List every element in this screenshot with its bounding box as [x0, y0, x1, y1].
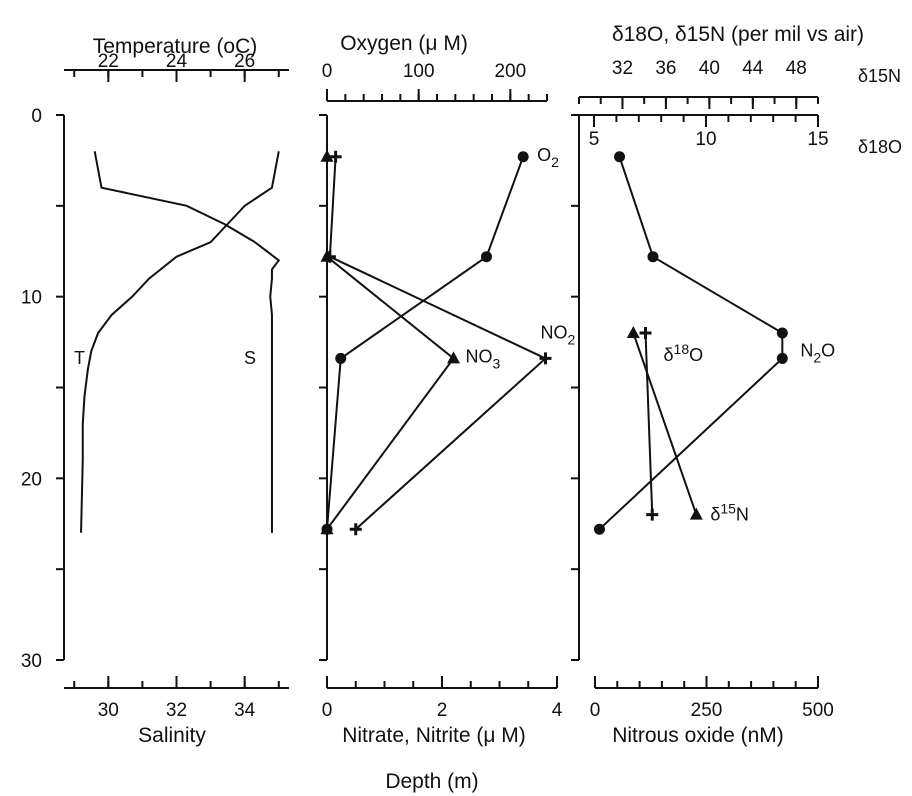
- nitrate-point-2: [447, 351, 460, 364]
- tick-label: 4: [552, 700, 563, 721]
- tick-label: 0: [322, 700, 333, 721]
- d15n-axis: 32 36 40 44 48: [578, 58, 819, 109]
- nitrate-series-label: NO3: [466, 346, 501, 371]
- panel-physical: Temperature (oC) Salinity 0 10 20 30 22 24 26 3…: [21, 35, 289, 747]
- tick-label: 32: [612, 58, 633, 79]
- tick-label: 40: [699, 58, 720, 79]
- tick-label: 44: [742, 58, 764, 79]
- temperature-series-label: T: [74, 348, 85, 368]
- tick-label: 500: [802, 700, 834, 721]
- nitrite-point-3: [349, 523, 362, 536]
- oxygen-line: [326, 156, 525, 530]
- d15n-series-point-1: [689, 507, 703, 520]
- d15n-axis-name: δ15N: [858, 66, 901, 86]
- nitrous-oxide-point-4: [593, 523, 605, 535]
- nitrous-oxide-point-0: [614, 151, 626, 163]
- nitrite-line: [328, 156, 548, 530]
- depth-tick-labels: 0 10 20 30: [21, 106, 42, 672]
- nitrate-nitrite-axis: 0 2 4: [322, 676, 563, 721]
- panel-nitrous-oxide: δ18O, δ15N (per mil vs air) Nitrous oxid…: [571, 23, 902, 747]
- oxygen-point-0: [517, 151, 529, 163]
- d18o-series-line: [644, 332, 654, 515]
- tick-label: 5: [589, 129, 600, 150]
- tick-label: 34: [234, 700, 256, 721]
- nitrite-series-label: NO2: [541, 322, 576, 347]
- nitrate-point-3: [320, 522, 334, 535]
- tick-label: 32: [166, 700, 187, 721]
- nitrous-oxide-point-2: [776, 327, 788, 339]
- oxygen-point-2: [335, 352, 347, 364]
- panel-physical-depth-axis: [56, 114, 65, 661]
- tick-label: 26: [234, 51, 255, 72]
- salinity-line: [93, 151, 281, 533]
- nitrate-nitrite-axis-title: Nitrate, Nitrite (μ M): [342, 724, 526, 747]
- temperature-line: [80, 151, 280, 533]
- panel-chemistry-depth-axis: [319, 114, 328, 661]
- temperature-axis: 22 24 26: [64, 51, 289, 82]
- depth-tick-label: 0: [31, 106, 42, 127]
- nitrite-point-0: [329, 150, 342, 163]
- tick-label: 15: [807, 129, 828, 150]
- tick-label: 22: [98, 51, 119, 72]
- tick-label: 2: [437, 700, 448, 721]
- isotope-axis-title: δ18O, δ15N (per mil vs air): [612, 23, 864, 46]
- tick-label: 250: [691, 700, 723, 721]
- tick-label: 36: [655, 58, 676, 79]
- d15n-series-label: δ15N: [710, 501, 749, 525]
- salinity-axis: 30 32 34: [64, 676, 289, 721]
- temperature-axis-title: Temperature (oC): [93, 35, 258, 58]
- tick-label: 0: [322, 61, 333, 82]
- d18o-axis: 5 10 15: [576, 114, 829, 150]
- nitrous-oxide-line: [598, 156, 784, 530]
- d18o-axis-name: δ18O: [858, 137, 902, 157]
- tick-label: 48: [786, 58, 807, 79]
- oxygen-axis-title: Oxygen (μ M): [340, 32, 468, 55]
- tick-label: 100: [403, 61, 435, 82]
- oxygen-axis: 0 100 200: [322, 61, 548, 102]
- nitrate-point-0: [320, 149, 334, 162]
- nitrous-oxide-point-1: [647, 251, 659, 263]
- panel-chemistry: Oxygen (μ M) Nitrate, Nitrite (μ M) 0 100…: [319, 32, 576, 747]
- d15n-series-line: [632, 332, 698, 515]
- nitrite-point-2: [539, 352, 552, 365]
- tick-label: 200: [494, 61, 526, 82]
- d18o-series-point-1: [646, 508, 659, 521]
- d18o-series-label: δ18O: [664, 341, 704, 365]
- d15n-series-point-0: [626, 326, 640, 338]
- oxygen-point-1: [481, 251, 492, 263]
- depth-axis-title: Depth (m): [385, 770, 478, 793]
- depth-tick-label: 10: [21, 288, 42, 309]
- nitrous-oxide-series-label: N2O: [800, 340, 835, 365]
- salinity-series-label: S: [244, 348, 256, 368]
- depth-tick-label: 30: [21, 651, 42, 672]
- panel-nitrous-oxide-depth-axis: [571, 114, 580, 661]
- nitrate-line: [326, 156, 455, 530]
- nitrous-oxide-axis-title: Nitrous oxide (nM): [612, 724, 784, 747]
- tick-label: 30: [98, 700, 119, 721]
- tick-label: 10: [695, 129, 716, 150]
- oxygen-series-label: O2: [537, 145, 559, 170]
- depth-tick-label: 20: [21, 469, 42, 490]
- tick-label: 24: [166, 51, 188, 72]
- salinity-axis-title: Salinity: [138, 724, 206, 747]
- nitrite-point-1: [323, 250, 336, 263]
- nitrous-oxide-axis: 0 250 500: [590, 676, 834, 721]
- tick-label: 0: [590, 700, 601, 721]
- nitrous-oxide-point-3: [776, 352, 788, 364]
- d18o-series-point-0: [639, 327, 652, 339]
